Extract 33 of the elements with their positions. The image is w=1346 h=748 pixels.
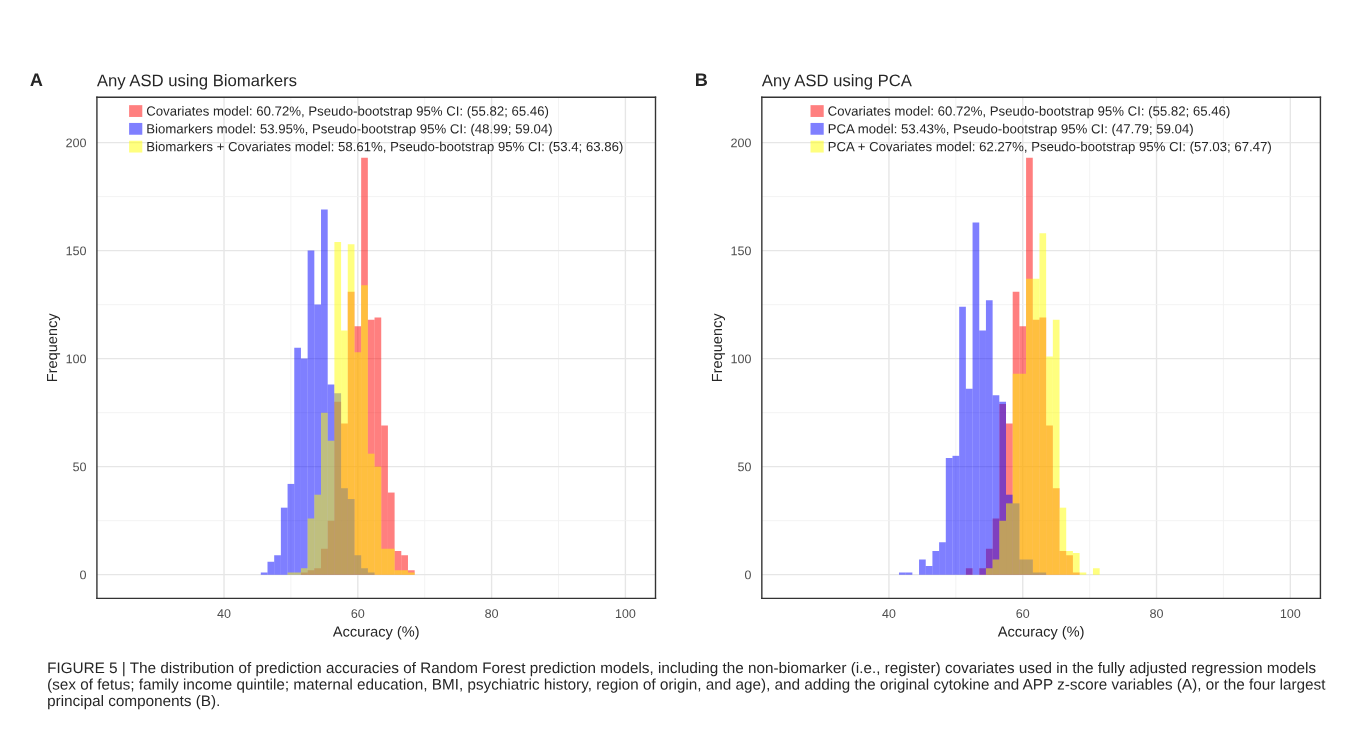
chart-title: Any ASD using Biomarkers <box>96 74 297 90</box>
y-tick-label: 150 <box>731 246 751 256</box>
text: A <box>30 73 43 86</box>
chart-title: Any ASD using PCA <box>761 74 912 90</box>
y-tick-label: 50 <box>73 462 87 472</box>
y-tick-label: 200 <box>66 138 87 148</box>
caption: FIGURE 5 | The distribution of prediction accuracies of Random Forest prediction models, including the non-biomarker (i.e., register) covariates used in the fully adjusted regression models (sex of fetus; family income quintile; maternal education, BMI, psychiatric history, region of origin, and age), and adding the original cytokine and APP z-score variables (A), or the four largest principal components (B). <box>48 661 1326 710</box>
y-tick-label: 150 <box>66 246 87 256</box>
x-tick-label: 80 <box>1150 609 1163 618</box>
x-axis-title: Accuracy (%) <box>332 626 419 640</box>
x-tick-label: 100 <box>615 609 636 618</box>
legend-label: Covariates model: 60.72%, Pseudo-bootstrap 95% CI: (55.82; 65.46) <box>146 106 549 119</box>
y-tick-label: 50 <box>738 462 751 472</box>
x-axis-title: Accuracy (%) <box>997 626 1084 640</box>
x-tick-label: 40 <box>882 609 896 618</box>
x-tick-label: 60 <box>1016 609 1030 618</box>
y-tick-label: 100 <box>731 354 751 364</box>
legend-label: Biomarkers model: 53.95%, Pseudo-bootstrap 95% CI: (48.99; 59.04) <box>147 123 552 137</box>
text: B <box>696 73 708 86</box>
y-tick-label: 0 <box>744 570 751 580</box>
y-tick-label: 100 <box>66 354 87 364</box>
legend-label: PCA + Covariates model: 62.27%, Pseudo-bootstrap 95% CI: (57.03; 67.47) <box>828 141 1271 154</box>
y-axis-title: Frequency <box>47 313 61 382</box>
y-tick-label: 200 <box>731 138 751 148</box>
x-tick-label: 80 <box>485 609 499 618</box>
legend-label: Biomarkers + Covariates model: 58.61%, Pseudo-bootstrap 95% CI: (53.4; 63.86) <box>147 141 623 154</box>
y-axis-title: Frequency <box>711 313 726 382</box>
legend-label: Covariates model: 60.72%, Pseudo-bootstrap 95% CI: (55.82; 65.46) <box>828 106 1230 119</box>
x-tick-label: 100 <box>1280 609 1301 618</box>
y-tick-label: 0 <box>80 570 87 580</box>
legend-label: PCA model: 53.43%, Pseudo-bootstrap 95% CI: (47.79; 59.04) <box>828 123 1193 137</box>
x-tick-label: 40 <box>217 609 231 618</box>
x-tick-label: 60 <box>351 609 365 618</box>
